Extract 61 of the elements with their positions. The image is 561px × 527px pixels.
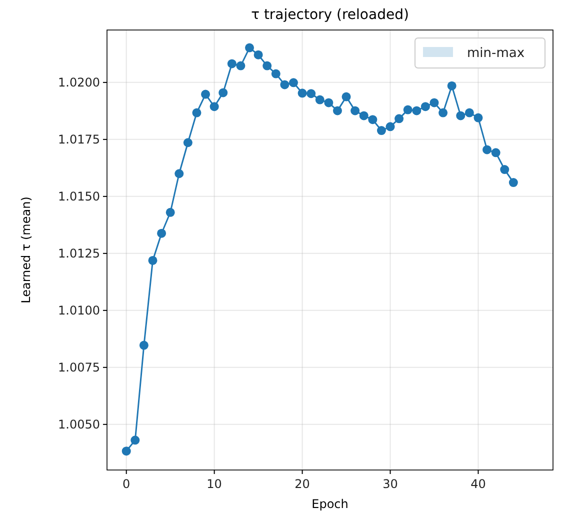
point <box>324 98 334 108</box>
point <box>342 92 351 102</box>
x-tick-label: 20 <box>294 477 310 491</box>
chart-title: τ trajectory (reloaded) <box>251 7 409 23</box>
point <box>271 69 280 78</box>
y-tick-label: 1.0100 <box>58 303 100 318</box>
point <box>236 61 246 70</box>
point <box>254 50 263 60</box>
x-axis-title: Epoch <box>312 497 348 511</box>
legend-label: min-max <box>467 46 525 61</box>
point <box>139 340 148 350</box>
y-tick-label: 1.0125 <box>58 246 100 260</box>
point <box>332 106 342 116</box>
point <box>386 122 395 132</box>
point <box>227 59 236 68</box>
point <box>456 111 466 120</box>
point <box>464 108 474 118</box>
point <box>474 113 483 122</box>
point <box>210 102 219 112</box>
point <box>412 106 422 116</box>
point <box>148 256 158 265</box>
x-tick-label: 0 <box>122 477 130 491</box>
point <box>376 126 386 136</box>
y-tick-label: 1.0050 <box>58 417 100 432</box>
point <box>192 108 202 118</box>
point <box>306 89 316 98</box>
point <box>482 145 492 154</box>
point <box>359 111 368 120</box>
point <box>298 88 307 98</box>
point <box>500 165 510 174</box>
point <box>368 115 378 124</box>
point <box>122 446 131 456</box>
y-tick-label: 1.0075 <box>58 360 100 374</box>
point <box>491 148 500 158</box>
x-tick-label: 10 <box>206 477 222 491</box>
point <box>508 178 518 188</box>
point <box>394 114 404 124</box>
point <box>157 228 166 238</box>
point <box>183 138 192 148</box>
point <box>174 169 184 178</box>
point <box>280 80 290 90</box>
point <box>420 102 430 112</box>
y-tick-label: 1.0200 <box>58 75 100 90</box>
x-tick-label: 40 <box>470 477 486 491</box>
y-axis-title: Learned τ (mean) <box>19 196 33 304</box>
y-tick-label: 1.0175 <box>58 132 100 146</box>
point <box>403 105 412 114</box>
point <box>166 208 175 217</box>
point <box>218 88 228 98</box>
x-tick-label: 30 <box>382 477 398 491</box>
point <box>288 78 298 88</box>
point <box>262 61 272 70</box>
point <box>245 43 254 52</box>
point <box>130 436 140 445</box>
point <box>447 81 456 90</box>
point <box>315 95 324 104</box>
point <box>201 90 210 99</box>
y-tick-label: 1.0150 <box>58 189 100 204</box>
point <box>430 98 439 108</box>
point <box>350 106 360 116</box>
point <box>438 108 448 118</box>
